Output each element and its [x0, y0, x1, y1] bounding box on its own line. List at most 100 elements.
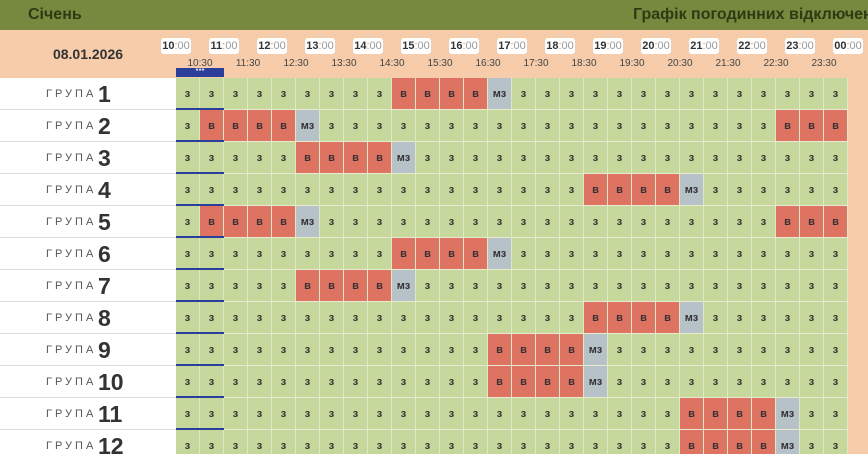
- status-cell: з: [224, 398, 248, 430]
- status-cell: в: [344, 270, 368, 302]
- status-cell: з: [272, 142, 296, 174]
- now-underline: [176, 428, 224, 430]
- group-label: ГРУПА 8: [0, 302, 176, 334]
- hour-part: :00: [366, 40, 382, 52]
- group-label: ГРУПА 10: [0, 366, 176, 398]
- status-cell: з: [800, 366, 824, 398]
- status-cell: в: [584, 174, 608, 206]
- status-cell: мз: [776, 398, 800, 430]
- status-cell: в: [344, 142, 368, 174]
- status-cell: в: [392, 78, 416, 110]
- status-cell: з: [584, 238, 608, 270]
- group-label: ГРУПА 4: [0, 174, 176, 206]
- status-cell: з: [536, 206, 560, 238]
- status-cell: в: [248, 110, 272, 142]
- status-cell: з: [344, 238, 368, 270]
- status-cell: з: [464, 174, 488, 206]
- status-cell: з: [560, 110, 584, 142]
- status-cell: з: [176, 78, 200, 110]
- status-cell: з: [584, 398, 608, 430]
- status-cell: з: [224, 302, 248, 334]
- status-cell: з: [680, 270, 704, 302]
- status-cell: з: [440, 174, 464, 206]
- status-cell: з: [560, 270, 584, 302]
- status-cell: з: [512, 174, 536, 206]
- status-cell: з: [776, 142, 800, 174]
- hour-part: :00: [750, 40, 766, 52]
- status-cell: з: [368, 78, 392, 110]
- status-cell: мз: [392, 142, 416, 174]
- status-cell: з: [656, 110, 680, 142]
- status-cell: з: [440, 270, 464, 302]
- status-cell: з: [248, 78, 272, 110]
- status-cell: в: [416, 238, 440, 270]
- hour-label: 18:00: [545, 38, 575, 54]
- status-cell: з: [416, 206, 440, 238]
- status-cell: мз: [776, 430, 800, 454]
- status-cell: з: [704, 334, 728, 366]
- status-cell: в: [368, 142, 392, 174]
- status-cell: з: [272, 334, 296, 366]
- status-cell: з: [656, 142, 680, 174]
- status-cell: в: [800, 110, 824, 142]
- status-cell: в: [776, 110, 800, 142]
- status-cell: з: [392, 110, 416, 142]
- hour-part: :00: [174, 40, 190, 52]
- status-cell: в: [272, 206, 296, 238]
- status-cell: з: [368, 334, 392, 366]
- status-cell: з: [704, 110, 728, 142]
- status-cell: з: [344, 110, 368, 142]
- status-cell: з: [728, 302, 752, 334]
- status-cell: з: [248, 270, 272, 302]
- hour-label: 12:00: [257, 38, 287, 54]
- status-cell: з: [200, 302, 224, 334]
- status-cell: з: [200, 78, 224, 110]
- status-cell: з: [512, 142, 536, 174]
- status-cell: з: [632, 206, 656, 238]
- hour-part: :00: [414, 40, 430, 52]
- status-cell: в: [320, 270, 344, 302]
- half-hour-label: 12:30: [283, 58, 309, 69]
- status-cell: з: [320, 334, 344, 366]
- half-hour-label: 19:30: [619, 58, 645, 69]
- status-cell: з: [536, 78, 560, 110]
- status-cell: з: [728, 366, 752, 398]
- status-cell: в: [200, 110, 224, 142]
- status-cell: з: [464, 398, 488, 430]
- status-cell: з: [704, 174, 728, 206]
- status-cell: з: [488, 142, 512, 174]
- status-cell: з: [200, 270, 224, 302]
- status-cell: з: [584, 270, 608, 302]
- status-cell: в: [560, 366, 584, 398]
- status-cell: в: [200, 206, 224, 238]
- status-cell: з: [536, 174, 560, 206]
- now-underline: [176, 364, 224, 366]
- hour-label: 19:00: [593, 38, 623, 54]
- status-cell: в: [536, 334, 560, 366]
- status-cell: з: [392, 398, 416, 430]
- status-cell: з: [608, 270, 632, 302]
- status-cell: з: [752, 110, 776, 142]
- hour-label: 00:00: [833, 38, 863, 54]
- status-cell: з: [704, 366, 728, 398]
- half-hour-label: 11:30: [235, 58, 261, 69]
- status-cell: з: [392, 334, 416, 366]
- status-cell: мз: [584, 334, 608, 366]
- status-cell: з: [248, 398, 272, 430]
- status-cell: з: [488, 270, 512, 302]
- now-underline: [176, 108, 224, 110]
- status-cell: з: [512, 110, 536, 142]
- status-cell: з: [608, 206, 632, 238]
- status-cell: з: [416, 366, 440, 398]
- status-cell: з: [584, 78, 608, 110]
- month: Січень: [28, 6, 82, 23]
- status-cell: з: [224, 270, 248, 302]
- status-cell: з: [344, 366, 368, 398]
- status-cell: з: [224, 238, 248, 270]
- status-cell: з: [320, 238, 344, 270]
- status-cell: з: [200, 174, 224, 206]
- status-cell: з: [200, 142, 224, 174]
- status-cell: з: [608, 430, 632, 454]
- status-cell: з: [272, 270, 296, 302]
- status-cell: з: [680, 110, 704, 142]
